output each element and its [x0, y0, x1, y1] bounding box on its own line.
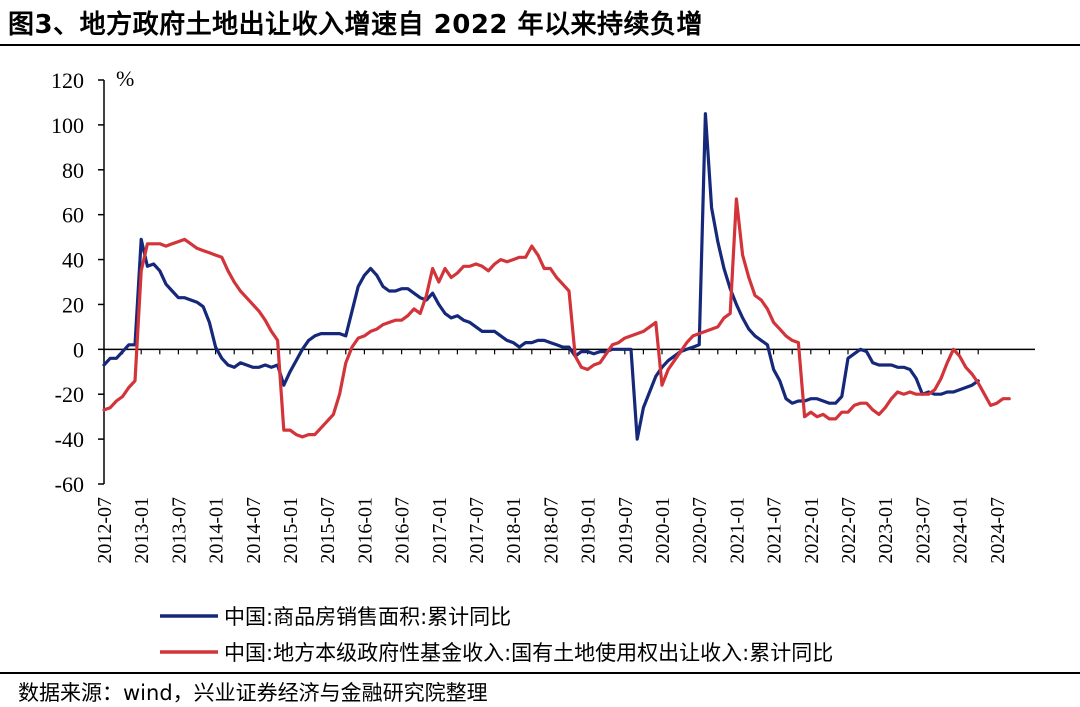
line-chart: 120 100 80 60 40 20 0 -20 -40 -60% 2012-07 2013-01…	[51, 66, 1035, 665]
y-tick-label: 0	[73, 337, 84, 362]
y-tick-label: 120	[51, 68, 84, 93]
y-tick-label: 40	[62, 248, 84, 273]
y-tick-label: 100	[51, 113, 84, 138]
top-rule	[0, 44, 1080, 46]
x-tick-label: 2014-01	[206, 497, 228, 564]
x-tick-label: 2015-01	[280, 497, 302, 564]
chart-title: 图3、地方政府土地出让收入增速自 2022 年以来持续负增	[8, 10, 704, 40]
x-tick-label: 2013-01	[131, 497, 153, 564]
x-tick-label: 2022-07	[838, 497, 860, 564]
series-line-1	[102, 112, 980, 441]
y-tick-label: 60	[62, 203, 84, 228]
legend-label-2: 中国:地方本级政府性基金收入:国有土地使用权出让收入:累计同比	[224, 641, 833, 665]
x-tick-label: 2021-07	[764, 497, 786, 564]
series-line-2	[102, 197, 1011, 439]
y-tick-label: 80	[62, 158, 84, 183]
y-tick-label: -60	[55, 472, 84, 497]
x-tick-label: 2016-07	[392, 497, 414, 564]
y-tick-label: 20	[62, 292, 84, 317]
x-tick-label: 2015-07	[317, 497, 339, 564]
y-axis: 120 100 80 60 40 20 0 -20 -40 -60%	[51, 66, 134, 497]
x-tick-label: 2021-01	[726, 497, 748, 564]
x-tick-label: 2018-07	[540, 497, 562, 564]
bottom-rule	[0, 672, 1080, 674]
x-tick-label: 2018-01	[503, 497, 525, 564]
y-tick-label: -40	[55, 427, 84, 452]
x-tick-label: 2022-01	[801, 497, 823, 564]
x-tick-label: 2019-01	[578, 497, 600, 564]
source-note: 数据来源：wind，兴业证券经济与金融研究院整理	[18, 681, 488, 705]
x-axis: 2012-07 2013-01 2013-07 2014-01 2014-07 2015-…	[94, 348, 1035, 564]
x-tick-label: 2020-07	[689, 497, 711, 564]
x-tick-label: 2024-01	[950, 497, 972, 564]
series-layer	[102, 112, 1011, 441]
legend: 中国:商品房销售面积:累计同比中国:地方本级政府性基金收入:国有土地使用权出让收…	[160, 605, 833, 665]
legend-label-1: 中国:商品房销售面积:累计同比	[224, 605, 511, 629]
x-tick-label: 2023-01	[875, 497, 897, 564]
y-axis-unit: %	[116, 66, 134, 91]
x-tick-label: 2017-07	[466, 497, 488, 564]
x-tick-label: 2016-01	[354, 497, 376, 564]
x-tick-label: 2014-07	[243, 497, 265, 564]
x-tick-label: 2012-07	[94, 497, 116, 564]
x-tick-label: 2019-07	[615, 497, 637, 564]
x-tick-label: 2020-01	[652, 497, 674, 564]
x-tick-label: 2023-07	[912, 497, 934, 564]
y-tick-label: -20	[55, 382, 84, 407]
x-tick-label: 2013-07	[168, 497, 190, 564]
x-tick-label: 2017-01	[429, 497, 451, 564]
x-tick-label: 2024-07	[987, 497, 1009, 564]
